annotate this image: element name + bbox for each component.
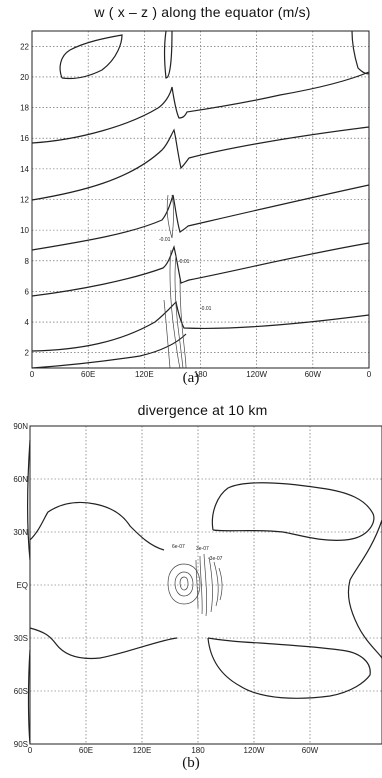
- contour-value-label: -0.01: [200, 306, 212, 312]
- chart-b-plot: 6e-07 3e-07 -3e-07 0 60E 120E 180 120W 60W 90N 6…: [13, 422, 382, 755]
- y-tick-label: 14: [20, 165, 29, 174]
- contour-line: [29, 501, 165, 551]
- contour-line: [167, 563, 201, 605]
- x-tick-label: 60E: [81, 370, 95, 379]
- plot-frame-a: [31, 30, 370, 369]
- x-tick-label: 120W: [244, 746, 265, 755]
- y-tick-label: 30N: [13, 528, 28, 537]
- contour-line: [347, 519, 382, 659]
- contour-line: [166, 194, 174, 239]
- y-tick-label: 10: [20, 226, 29, 235]
- contour-line: [59, 34, 123, 80]
- contour-line: [163, 30, 173, 79]
- contour-line: [169, 249, 181, 369]
- chart-title-a: w ( x – z ) along the equator (m/s): [94, 4, 311, 20]
- contour-line: [163, 299, 171, 369]
- y-tick-label: 16: [20, 134, 29, 143]
- contour-value-label: 6e-07: [172, 544, 185, 550]
- contour-line: [218, 567, 223, 601]
- contour-value-label: -3e-07: [208, 556, 223, 562]
- contour-line: [208, 556, 213, 613]
- contour-line: [203, 553, 208, 617]
- chart-title-b: divergence at 10 km: [137, 402, 268, 418]
- y-tick-label: 4: [25, 318, 30, 327]
- x-tick-label: 0: [30, 370, 35, 379]
- x-tick-label: 0: [28, 746, 33, 755]
- contour-line: [31, 242, 370, 297]
- x-tick-label: 60W: [302, 746, 319, 755]
- panel-a: w ( x – z ) along the equator (m/s) -0.0…: [20, 4, 372, 386]
- contour-line: [31, 184, 370, 251]
- x-tick-label: 120E: [133, 746, 152, 755]
- panel-b: divergence at 10 km 6e-07 3e-07 -3e-07 0 60…: [0, 400, 382, 778]
- contour-line: [31, 126, 370, 201]
- plot-frame-b: [29, 425, 382, 745]
- x-tick-label: 180: [191, 746, 205, 755]
- chart-a-plot: -0.01 -0.01 -0.01 0 60E 120E 180 120W 60W 0 2 4 6 8…: [20, 30, 372, 379]
- contour-line: [27, 649, 31, 745]
- y-tick-label: 6: [25, 287, 30, 296]
- contour-value-label: -0.01: [178, 259, 190, 265]
- y-tick-label: 90N: [13, 422, 28, 431]
- contour-line: [29, 627, 178, 660]
- contour-line: [199, 555, 203, 615]
- x-tick-label: 60E: [79, 746, 93, 755]
- contour-line: [31, 333, 187, 369]
- contour-line: [211, 482, 375, 541]
- y-tick-label: 90S: [14, 740, 28, 749]
- y-tick-label: 2: [25, 349, 30, 358]
- x-tick-label: 0: [367, 370, 372, 379]
- y-tick-label: 60S: [14, 687, 28, 696]
- caption-a: (a): [182, 370, 200, 386]
- y-tick-label: 18: [20, 104, 29, 113]
- caption-b: (b): [182, 755, 200, 771]
- x-tick-label: 120W: [246, 370, 267, 379]
- contour-value-label: -0.01: [159, 237, 171, 243]
- contour-line: [179, 576, 189, 591]
- contour-line: [207, 637, 371, 699]
- contour-line: [195, 559, 199, 609]
- contour-line: [351, 30, 370, 75]
- contour-line: [174, 571, 194, 597]
- x-tick-label: 120E: [135, 370, 154, 379]
- contour-line: [213, 561, 219, 607]
- y-tick-label: 8: [25, 257, 30, 266]
- y-tick-label: 30S: [14, 634, 28, 643]
- contour-line: [27, 439, 31, 561]
- contour-line: [179, 279, 187, 369]
- contour-line: [174, 254, 184, 369]
- x-tick-label: 180: [194, 370, 208, 379]
- y-tick-label: 20: [20, 73, 29, 82]
- contour-line: [31, 71, 370, 144]
- y-tick-label: 60N: [13, 475, 28, 484]
- x-tick-label: 60W: [305, 370, 322, 379]
- y-tick-label: 12: [20, 196, 29, 205]
- y-tick-label: EQ: [16, 581, 28, 590]
- contour-value-label: 3e-07: [196, 546, 209, 552]
- y-tick-label: 22: [20, 42, 29, 51]
